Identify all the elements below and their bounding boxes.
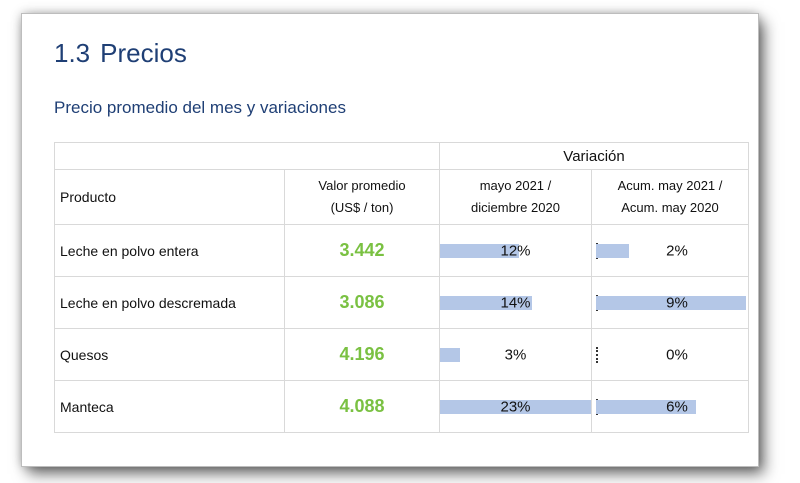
valor-cell: 4.196 xyxy=(339,344,385,364)
valor-cell: 3.086 xyxy=(339,292,385,312)
prices-table: Variación Producto Valor promedio (US$ /… xyxy=(54,142,750,433)
var1-cell: 23% xyxy=(439,380,592,433)
var2-cell: 0% xyxy=(590,328,750,381)
var2-cell: 6% xyxy=(590,380,750,433)
producto-header: Producto xyxy=(54,169,285,225)
var2-value: 2% xyxy=(666,242,688,259)
var2-value: 6% xyxy=(666,398,688,415)
var2-cell: 2% xyxy=(590,224,750,277)
valor-header-line1: Valor promedio xyxy=(318,178,406,193)
producto-cell: Manteca xyxy=(54,380,285,433)
var1-bar xyxy=(440,347,460,362)
section-title: 1.3 Precios xyxy=(54,38,187,69)
var1-cell: 12% xyxy=(439,224,592,277)
var2-value: 0% xyxy=(666,346,688,363)
var1-value: 14% xyxy=(500,294,531,311)
var1-value: 12% xyxy=(500,242,531,259)
table-row: Quesos 4.196 3% 0% xyxy=(54,328,750,381)
section-title-text: Precios xyxy=(100,38,187,68)
valor-header: Valor promedio (US$ / ton) xyxy=(284,169,440,225)
var1-header: mayo 2021 / diciembre 2020 xyxy=(439,169,592,225)
var2-header: Acum. may 2021 / Acum. may 2020 xyxy=(590,169,750,225)
var1-header-line1: mayo 2021 / xyxy=(479,178,552,193)
table-row: Manteca 4.088 23% 6% xyxy=(54,380,750,433)
valor-cell: 3.442 xyxy=(339,240,385,260)
valor-header-line2: (US$ / ton) xyxy=(330,200,394,215)
var1-value: 3% xyxy=(504,346,527,363)
var1-value: 23% xyxy=(500,398,531,415)
var1-bar xyxy=(440,295,532,310)
header-row: Producto Valor promedio (US$ / ton) mayo… xyxy=(54,169,750,225)
producto-cell: Leche en polvo descremada xyxy=(54,276,285,329)
header-empty-cell xyxy=(54,142,440,170)
variacion-header: Variación xyxy=(438,142,750,170)
var2-bar xyxy=(596,399,696,414)
var2-header-line1: Acum. may 2021 / xyxy=(617,178,723,193)
section-number: 1.3 xyxy=(54,38,91,68)
table-row: Leche en polvo descremada 3.086 14% 9% xyxy=(54,276,750,329)
valor-cell: 4.088 xyxy=(339,396,385,416)
var2-value: 9% xyxy=(666,294,688,311)
var1-cell: 3% xyxy=(439,328,592,381)
producto-cell: Leche en polvo entera xyxy=(54,224,285,277)
var1-cell: 14% xyxy=(439,276,592,329)
document-page: 1.3 Precios Precio promedio del mes y var… xyxy=(22,14,758,466)
var2-header-line2: Acum. may 2020 xyxy=(621,200,719,215)
var1-bar xyxy=(440,243,519,258)
var2-bar xyxy=(596,295,746,310)
var2-bar xyxy=(596,243,630,258)
table-subtitle: Precio promedio del mes y variaciones xyxy=(54,98,346,117)
var1-bar xyxy=(440,399,591,414)
producto-cell: Quesos xyxy=(54,328,285,381)
var1-header-line2: diciembre 2020 xyxy=(471,200,560,215)
var2-cell: 9% xyxy=(590,276,750,329)
axis-tick xyxy=(596,346,598,363)
header-row-top: Variación xyxy=(54,142,750,170)
table-row: Leche en polvo entera 3.442 12% 2% xyxy=(54,224,750,277)
